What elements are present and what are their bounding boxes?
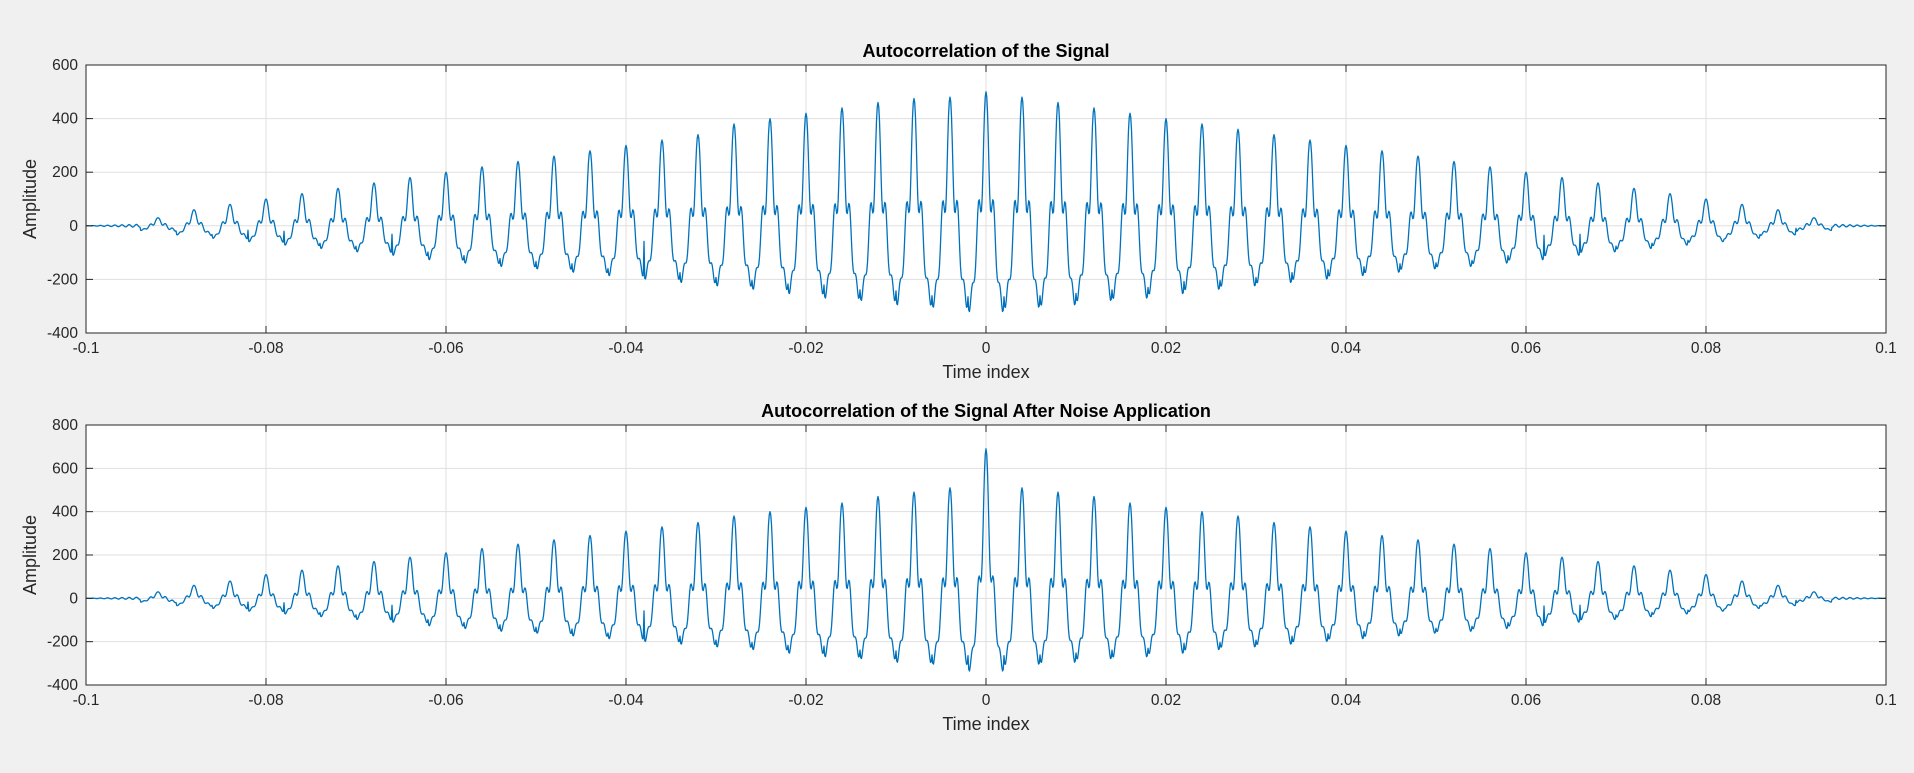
y-axis-label: Amplitude — [20, 159, 40, 239]
x-tick-label: 0.02 — [1151, 692, 1181, 709]
x-tick-label: -0.04 — [608, 692, 644, 709]
y-tick-label: 200 — [52, 164, 78, 181]
axes-bottom: -0.1 -0.08 -0.06 -0.04 -0.02 0 0.02 0.04 0.06 0.0… — [20, 401, 1897, 734]
y-tick-label: -200 — [47, 271, 78, 288]
series-line — [85, 448, 1887, 672]
x-tick-label: 0.1 — [1875, 340, 1897, 357]
x-tick-label: 0 — [982, 340, 991, 357]
x-tick-label: 0.04 — [1331, 340, 1362, 357]
x-tick-label: -0.02 — [788, 340, 823, 357]
x-tick-label: 0.1 — [1875, 692, 1897, 709]
x-tick-label: -0.02 — [788, 692, 823, 709]
x-tick-label: -0.1 — [73, 340, 100, 357]
x-tick-label: 0.06 — [1511, 340, 1541, 357]
axes-top: -0.1 -0.08 -0.06 -0.04 -0.02 0 0.02 0.04 0.06 0.0… — [20, 41, 1897, 382]
y-tick-label: 400 — [52, 504, 78, 521]
x-tick-label: -0.1 — [73, 692, 100, 709]
y-tick-label: -400 — [47, 677, 78, 694]
y-tick-label: 400 — [52, 111, 78, 128]
y-tick-label: 600 — [52, 57, 78, 74]
x-tick-label: 0.08 — [1691, 692, 1721, 709]
y-tick-label: 200 — [52, 547, 78, 564]
chart-title: Autocorrelation of the Signal — [862, 41, 1109, 61]
x-tick-label: 0.06 — [1511, 692, 1541, 709]
chart-title: Autocorrelation of the Signal After Nois… — [761, 401, 1211, 421]
x-tick-label: 0.04 — [1331, 692, 1362, 709]
x-tick-label: -0.08 — [248, 692, 283, 709]
x-axis-label: Time index — [942, 362, 1029, 382]
x-axis-label: Time index — [942, 714, 1029, 734]
x-tick-label: 0.02 — [1151, 340, 1181, 357]
x-tick-label: -0.04 — [608, 340, 644, 357]
x-tick-label: -0.08 — [248, 340, 283, 357]
y-tick-label: -200 — [47, 634, 78, 651]
x-tick-label: 0 — [982, 692, 991, 709]
y-tick-label: -400 — [47, 325, 78, 342]
y-tick-label: 600 — [52, 460, 78, 477]
x-tick-label: -0.06 — [428, 340, 463, 357]
x-tick-label: 0.08 — [1691, 340, 1721, 357]
x-tick-label: -0.06 — [428, 692, 463, 709]
y-tick-label: 0 — [69, 218, 78, 235]
y-tick-label: 800 — [52, 417, 78, 434]
y-tick-label: 0 — [69, 590, 78, 607]
y-axis-label: Amplitude — [20, 515, 40, 595]
series-line — [85, 91, 1887, 313]
